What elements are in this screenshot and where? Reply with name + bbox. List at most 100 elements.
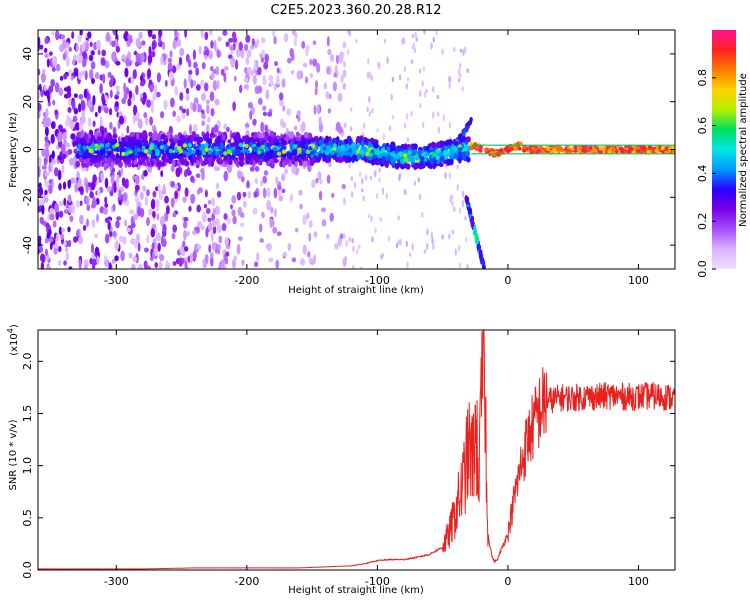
heatmap-cell xyxy=(48,85,54,93)
heatmap-cell xyxy=(133,50,138,56)
heatmap-cell xyxy=(182,143,188,148)
heatmap-cell xyxy=(466,68,469,74)
heatmap-cell xyxy=(103,106,109,114)
heatmap-cell xyxy=(257,132,263,139)
heatmap-cell xyxy=(259,223,263,233)
heatmap-cell xyxy=(75,229,79,238)
heatmap-cell xyxy=(431,151,436,156)
heatmap-cell xyxy=(73,236,78,243)
heatmap-cell xyxy=(485,147,490,152)
heatmap-cell xyxy=(71,31,75,39)
heatmap-cell xyxy=(132,256,138,263)
heatmap-cell xyxy=(312,149,317,154)
heatmap-cell xyxy=(249,166,255,172)
heatmap-cell xyxy=(200,79,205,87)
heatmap-cell xyxy=(123,219,128,227)
snr-y-ticks: 0.0 0.5 1.0 1.5 2.0 xyxy=(21,353,675,579)
heatmap-cell xyxy=(138,160,144,165)
y-tick-label: 1.0 xyxy=(21,457,34,475)
heatmap-cell xyxy=(329,212,335,222)
colorbar-ticks: 0.0 0.2 0.4 0.6 0.8 xyxy=(696,69,716,278)
heatmap-cell xyxy=(204,147,209,152)
heatmap-cell xyxy=(48,163,52,173)
heatmap-cell xyxy=(168,148,174,154)
heatmap-cell xyxy=(297,158,302,163)
heatmap-cell xyxy=(457,147,463,152)
heatmap-cell xyxy=(461,199,465,208)
heatmap-cell xyxy=(179,134,185,141)
heatmap-cell xyxy=(151,41,156,51)
heatmap-cell xyxy=(38,68,41,76)
heatmap-cell xyxy=(339,233,344,240)
heatmap-cell xyxy=(147,68,152,79)
heatmap-cell xyxy=(411,151,416,156)
heatmap-cell xyxy=(282,105,286,112)
heatmap-cell xyxy=(207,156,213,163)
heatmap-cell xyxy=(57,260,62,266)
heatmap-cell xyxy=(249,110,253,121)
heatmap-cell xyxy=(435,155,440,160)
heatmap-cell xyxy=(174,85,179,96)
heatmap-cell xyxy=(98,154,103,161)
heatmap-cell xyxy=(355,143,359,151)
heatmap-cell xyxy=(347,136,352,145)
heatmap-cell xyxy=(479,249,483,255)
heatmap-cell xyxy=(270,158,275,167)
heatmap-cell xyxy=(313,231,318,238)
heatmap-cell xyxy=(256,142,261,148)
heatmap-cell xyxy=(132,175,136,180)
heatmap-cell xyxy=(87,117,92,128)
heatmap-cell xyxy=(216,135,221,143)
heatmap-cell xyxy=(76,131,81,138)
heatmap-cell xyxy=(257,97,263,105)
heatmap-cell xyxy=(552,148,557,153)
heatmap-cell xyxy=(256,38,260,46)
heatmap-cell xyxy=(302,62,308,68)
heatmap-cell xyxy=(43,91,49,96)
heatmap-cell xyxy=(273,83,277,92)
heatmap-cell xyxy=(165,205,170,215)
heatmap-cell xyxy=(52,55,58,66)
heatmap-cell xyxy=(254,177,259,185)
heatmap-cell xyxy=(162,183,166,195)
heatmap-cell xyxy=(203,203,207,209)
heatmap-cell xyxy=(200,92,207,101)
heatmap-cell xyxy=(453,206,456,213)
heatmap-cell xyxy=(334,242,339,250)
heatmap-cell xyxy=(422,121,425,129)
heatmap-cell xyxy=(120,250,125,262)
heatmap-cell xyxy=(214,151,220,156)
heatmap-cell xyxy=(118,155,123,161)
heatmap-cell xyxy=(176,38,182,48)
heatmap-cell xyxy=(95,150,100,155)
heatmap-cell xyxy=(463,46,467,54)
heatmap-cell xyxy=(67,226,71,233)
heatmap-cell xyxy=(207,199,212,205)
heatmap-cell xyxy=(237,170,242,180)
heatmap-cell xyxy=(157,161,163,168)
heatmap-cell xyxy=(236,191,242,201)
heatmap-cell xyxy=(223,151,228,156)
heatmap-cell xyxy=(141,132,148,138)
heatmap-cell xyxy=(106,186,112,193)
heatmap-cell xyxy=(135,112,141,117)
colorbar-tick-label: 0.2 xyxy=(696,212,709,230)
heatmap-cell xyxy=(272,226,278,234)
heatmap-cell xyxy=(458,207,462,215)
heatmap-cell xyxy=(608,147,613,152)
heatmap-cell xyxy=(205,99,210,105)
heatmap-cell xyxy=(210,197,216,207)
heatmap-cell xyxy=(417,177,420,183)
heatmap-cell xyxy=(48,51,53,56)
heatmap-cell xyxy=(55,233,59,243)
heatmap-cell xyxy=(150,198,156,210)
heatmap-cell xyxy=(198,45,202,55)
heatmap-cell xyxy=(458,262,461,268)
heatmap-cell xyxy=(251,38,255,47)
heatmap-cell xyxy=(268,257,274,263)
heatmap-cell xyxy=(167,132,171,140)
heatmap-cell xyxy=(122,192,128,202)
heatmap-cell xyxy=(435,30,438,36)
heatmap-cell xyxy=(62,131,67,142)
heatmap-cell xyxy=(367,57,370,65)
